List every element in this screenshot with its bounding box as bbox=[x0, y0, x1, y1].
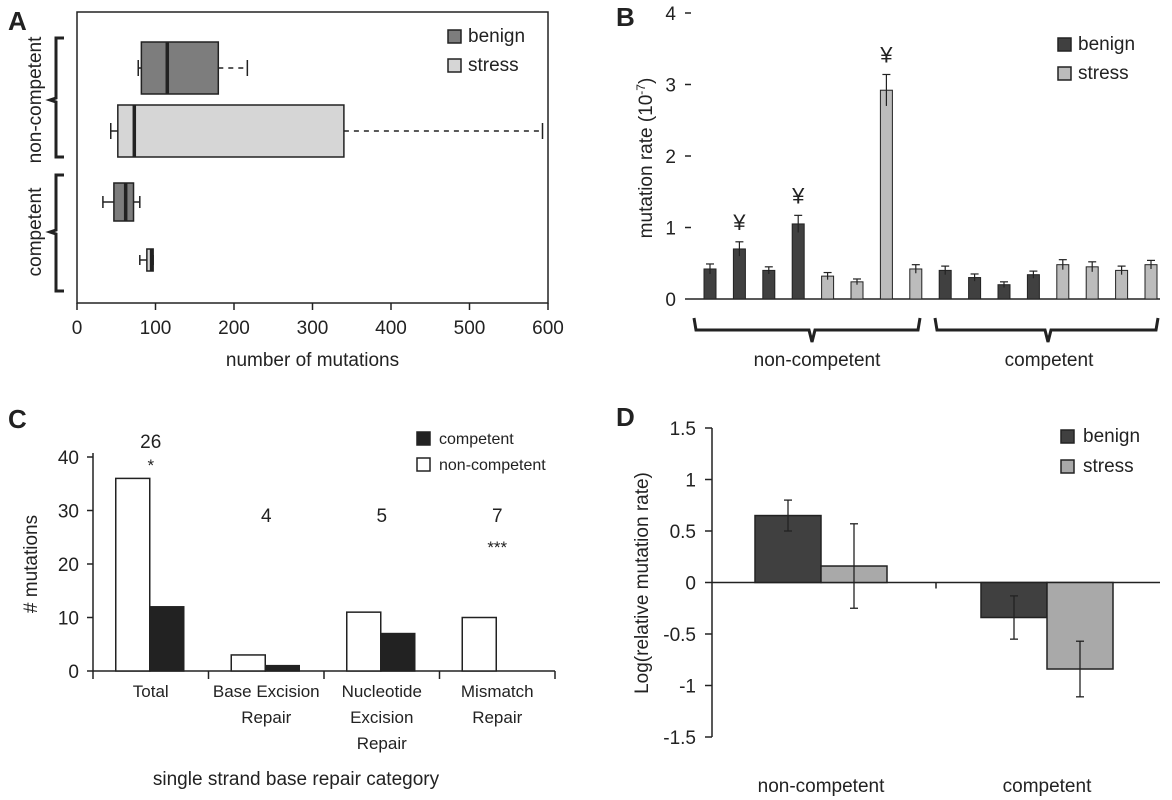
bar-competent bbox=[264, 664, 300, 672]
category-label: Total bbox=[133, 682, 169, 701]
bar-competent bbox=[149, 606, 185, 672]
y-tick-label: 40 bbox=[58, 448, 79, 469]
y-tick-label: 0 bbox=[68, 662, 79, 683]
x-tick-label: 400 bbox=[375, 318, 407, 339]
x-tick-label: 200 bbox=[218, 318, 250, 339]
group-brace-non-competent bbox=[45, 36, 64, 159]
category-label: Mismatch bbox=[461, 682, 534, 701]
group-label-non-competent: non-competent bbox=[25, 36, 46, 163]
legend-label-stress: stress bbox=[1078, 63, 1129, 84]
y-axis-label: # mutations bbox=[21, 515, 42, 613]
category-count: 4 bbox=[261, 506, 272, 527]
y-tick-label: 2 bbox=[665, 147, 676, 168]
panel-c-repair-category-bars: 0 10 20 30 40 # mutations single strand base r… bbox=[21, 431, 556, 790]
category-label: Excision bbox=[350, 708, 413, 727]
y-tick-label: 4 bbox=[665, 4, 676, 25]
group-label-competent: competent bbox=[25, 187, 46, 276]
y-tick-label: 30 bbox=[58, 502, 79, 523]
y-tick-label: -1.5 bbox=[663, 728, 696, 749]
bar-stress bbox=[1144, 264, 1158, 300]
category-label: Repair bbox=[472, 708, 522, 727]
significance-mark: *** bbox=[487, 538, 507, 557]
x-tick-label: 500 bbox=[454, 318, 486, 339]
y-axis-label: mutation rate (10-7) bbox=[634, 78, 657, 239]
category-label: non-competent bbox=[758, 776, 885, 797]
category-count: 5 bbox=[376, 506, 387, 527]
bar-non-competent bbox=[230, 654, 266, 672]
category-label: Base Excision bbox=[213, 682, 320, 701]
bar-competent bbox=[380, 632, 416, 672]
group-label-competent: competent bbox=[1005, 350, 1094, 371]
y-tick-label: 10 bbox=[58, 609, 79, 630]
panel-letter-c: C bbox=[8, 404, 27, 434]
legend-label-benign: benign bbox=[468, 26, 525, 47]
legend-swatch-non-competent bbox=[416, 457, 431, 472]
panel-a-box-plot: 0 100 200 300 400 500 600 number of mutations no… bbox=[25, 11, 564, 371]
legend-label-benign: benign bbox=[1078, 34, 1135, 55]
bar-non-competent bbox=[346, 611, 382, 672]
y-tick-label: -1 bbox=[679, 677, 696, 698]
bar-non-competent bbox=[461, 616, 497, 672]
bar-benign bbox=[762, 269, 776, 300]
box-non-competent-stress bbox=[117, 104, 345, 158]
category-count: 26 bbox=[140, 432, 161, 453]
bar-stress bbox=[909, 268, 923, 300]
y-tick-label: 3 bbox=[665, 76, 676, 97]
y-tick-label: -0.5 bbox=[663, 625, 696, 646]
panel-letter-a: A bbox=[8, 6, 27, 36]
box-non-competent-benign bbox=[140, 41, 220, 95]
group-brace-non-competent bbox=[692, 317, 922, 343]
y-tick-label: 20 bbox=[58, 555, 79, 576]
significance-mark: ¥ bbox=[879, 42, 893, 67]
category-label: Nucleotide bbox=[342, 682, 422, 701]
significance-mark: ¥ bbox=[732, 210, 746, 235]
legend-swatch-stress bbox=[1060, 459, 1075, 474]
x-tick-label: 300 bbox=[297, 318, 329, 339]
y-tick-label: 0 bbox=[665, 290, 676, 311]
y-tick-label: 1 bbox=[685, 471, 696, 492]
bar-benign bbox=[732, 248, 746, 300]
x-axis-label: number of mutations bbox=[226, 350, 399, 371]
legend-label-non-competent: non-competent bbox=[439, 457, 546, 474]
y-tick-label: 1.5 bbox=[670, 419, 696, 440]
panel-d-log-rate-bars: 1.5 1 0.5 0 -0.5 -1 -1.5 Log(relative mutation … bbox=[632, 419, 1160, 797]
x-tick-label: 0 bbox=[72, 318, 83, 339]
category-label: Repair bbox=[357, 734, 407, 753]
x-axis-label: single strand base repair category bbox=[153, 769, 440, 790]
legend-label-stress: stress bbox=[1083, 456, 1134, 477]
category-label: Repair bbox=[241, 708, 291, 727]
x-tick-label: 600 bbox=[532, 318, 564, 339]
category-label: competent bbox=[1003, 776, 1092, 797]
legend-swatch-stress bbox=[1057, 66, 1072, 81]
group-label-non-competent: non-competent bbox=[754, 350, 881, 371]
panel-letter-b: B bbox=[616, 2, 635, 32]
legend-label-stress: stress bbox=[468, 55, 519, 76]
legend-swatch-benign bbox=[1057, 37, 1072, 52]
legend-swatch-stress bbox=[447, 58, 462, 73]
bar-benign bbox=[1026, 274, 1040, 300]
significance-mark: * bbox=[147, 456, 154, 475]
legend-swatch-benign bbox=[1060, 429, 1075, 444]
box-competent-benign bbox=[113, 182, 135, 222]
bar-stress bbox=[1056, 264, 1070, 300]
group-brace-competent bbox=[45, 173, 64, 293]
panel-letter-d: D bbox=[616, 402, 635, 432]
y-tick-label: 1 bbox=[665, 219, 676, 240]
y-tick-label: 0.5 bbox=[670, 522, 696, 543]
group-brace-competent bbox=[933, 317, 1160, 343]
category-count: 7 bbox=[492, 506, 503, 527]
bar-non-competent bbox=[115, 477, 151, 672]
y-axis-label: Log(relative mutation rate) bbox=[632, 472, 653, 694]
legend-label-benign: benign bbox=[1083, 426, 1140, 447]
y-tick-label: 0 bbox=[685, 574, 696, 595]
legend-label-competent: competent bbox=[439, 431, 514, 448]
legend-swatch-competent bbox=[416, 431, 431, 446]
significance-mark: ¥ bbox=[791, 183, 805, 208]
x-tick-label: 100 bbox=[140, 318, 172, 339]
bar-stress bbox=[879, 89, 893, 300]
panel-b-mutation-rate-bars: 0 1 2 3 4 mutation rate (10-7) ¥ ¥ ¥ non-competen… bbox=[634, 4, 1160, 371]
bar-benign bbox=[791, 223, 805, 300]
legend-swatch-benign bbox=[447, 29, 462, 44]
